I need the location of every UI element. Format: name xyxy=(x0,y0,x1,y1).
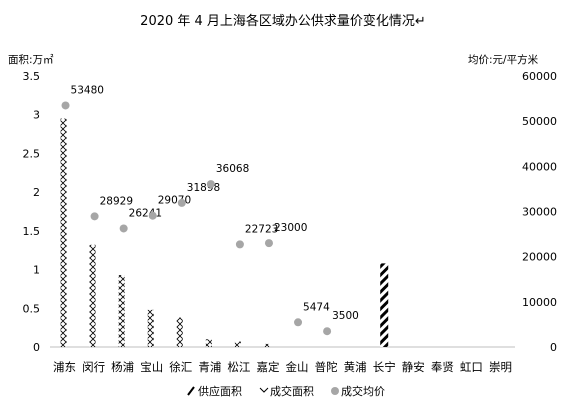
category-label: 崇明 xyxy=(489,360,512,374)
category-label: 青浦 xyxy=(198,360,221,374)
right-tick-label: 30000 xyxy=(522,206,557,219)
category-label: 奉贤 xyxy=(431,360,454,374)
left-tick-label: 3 xyxy=(33,109,40,122)
left-tick-label: 3.5 xyxy=(23,70,41,83)
price-data-label: 26241 xyxy=(129,207,162,219)
price-data-label: 53480 xyxy=(71,84,104,96)
category-label: 松江 xyxy=(227,360,250,374)
supply-area-bar xyxy=(380,263,389,347)
category-label: 宝山 xyxy=(140,360,163,374)
price-data-label: 23000 xyxy=(274,222,307,234)
right-tick-label: 50000 xyxy=(522,115,557,128)
price-data-label: 28929 xyxy=(100,195,133,207)
deal-area-bar xyxy=(205,339,212,347)
deal-area-bar xyxy=(118,274,125,347)
legend-swatch-price xyxy=(331,387,339,395)
legend-swatch-deal xyxy=(259,387,269,393)
price-point xyxy=(148,211,157,220)
deal-area-bar xyxy=(263,343,270,347)
price-point xyxy=(294,318,303,327)
legend-label: 供应面积 xyxy=(198,384,242,398)
deal-area-bar xyxy=(147,309,154,347)
category-label: 黄浦 xyxy=(344,360,367,374)
category-label: 普陀 xyxy=(315,360,338,374)
category-label: 金山 xyxy=(286,360,309,374)
category-label: 杨浦 xyxy=(111,360,134,374)
deal-area-bar xyxy=(234,341,241,347)
price-data-label: 22723 xyxy=(245,223,278,235)
price-point xyxy=(119,224,128,233)
price-point xyxy=(323,327,332,336)
price-point xyxy=(177,198,186,207)
category-label: 闵行 xyxy=(82,360,105,374)
legend-label: 成交均价 xyxy=(341,384,385,398)
price-point xyxy=(61,101,70,110)
category-label: 徐汇 xyxy=(169,360,192,374)
deal-area-bar xyxy=(89,244,96,347)
category-label: 嘉定 xyxy=(256,360,279,374)
deal-area-bar xyxy=(60,118,67,347)
left-axis-label: 面积:万㎡ xyxy=(8,54,54,66)
category-label: 虹口 xyxy=(460,360,483,374)
price-point xyxy=(206,180,215,189)
right-tick-label: 40000 xyxy=(522,160,557,173)
price-data-label: 5474 xyxy=(303,301,330,313)
chart-title: 2020 年 4 月上海各区域办公供求量价变化情况↵ xyxy=(140,14,426,29)
right-tick-label: 60000 xyxy=(522,70,557,83)
price-point xyxy=(264,239,273,248)
legend-swatch-supply xyxy=(187,386,195,396)
category-label: 浦东 xyxy=(53,360,76,374)
price-point xyxy=(235,240,244,249)
price-data-label: 36068 xyxy=(216,163,249,175)
category-label: 长宁 xyxy=(373,360,396,374)
price-data-label: 29070 xyxy=(158,195,191,207)
price-point xyxy=(90,212,99,221)
left-tick-label: 0 xyxy=(33,341,40,354)
left-tick-label: 1.5 xyxy=(23,225,41,238)
category-label: 静安 xyxy=(402,360,425,374)
left-tick-label: 1 xyxy=(33,264,40,277)
right-axis-label: 均价:元/平方米 xyxy=(468,54,539,66)
left-tick-label: 2 xyxy=(33,186,40,199)
left-tick-label: 0.5 xyxy=(23,302,41,315)
legend-label: 成交面积 xyxy=(270,384,314,398)
deal-area-bar xyxy=(176,317,183,347)
price-data-label: 3500 xyxy=(332,310,359,322)
right-tick-label: 0 xyxy=(550,341,557,354)
left-tick-label: 2.5 xyxy=(23,147,41,160)
right-tick-label: 10000 xyxy=(522,296,557,309)
right-tick-label: 20000 xyxy=(522,251,557,264)
price-data-label: 31898 xyxy=(187,182,220,194)
